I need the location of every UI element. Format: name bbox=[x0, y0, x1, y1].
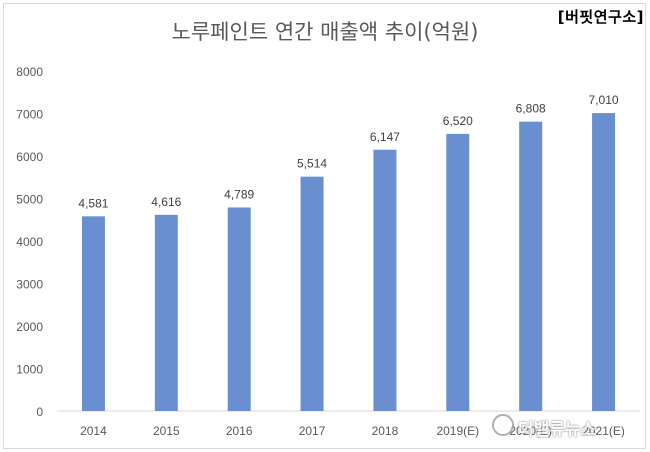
x-tick-label: 2017 bbox=[299, 424, 326, 438]
bar bbox=[154, 214, 178, 411]
data-label: 5,514 bbox=[297, 157, 327, 171]
data-label: 6,147 bbox=[370, 130, 400, 144]
bar bbox=[446, 133, 470, 411]
y-tick-label: 8000 bbox=[16, 65, 43, 79]
bar bbox=[300, 176, 324, 411]
chart-title: 노루페인트 연간 매출액 추이(억원) bbox=[171, 20, 479, 44]
bar bbox=[592, 113, 616, 411]
watermark: 더밸류뉴스 bbox=[488, 410, 646, 444]
y-tick-label: 2000 bbox=[16, 320, 43, 334]
y-tick-label: 6000 bbox=[16, 150, 43, 164]
y-tick-label: 7000 bbox=[16, 108, 43, 122]
y-tick-label: 4000 bbox=[16, 235, 43, 249]
watermark-logo-icon bbox=[492, 414, 514, 436]
x-tick-label: 2021(E) bbox=[582, 424, 625, 438]
y-tick-label: 0 bbox=[36, 405, 43, 419]
data-label: 4,616 bbox=[151, 195, 181, 209]
y-tick-label: 3000 bbox=[16, 278, 43, 292]
data-label: 6,520 bbox=[443, 114, 473, 128]
x-tick-label: 2016 bbox=[226, 424, 253, 438]
x-tick-label: 2018 bbox=[372, 424, 399, 438]
y-tick-label: 5000 bbox=[16, 193, 43, 207]
bar bbox=[81, 216, 105, 411]
watermark-text: 더밸류뉴스 bbox=[518, 420, 597, 440]
bar bbox=[373, 149, 397, 411]
source-tag: [버핏연구소] bbox=[557, 8, 644, 26]
data-label: 7,010 bbox=[589, 93, 619, 107]
x-tick-label: 2014 bbox=[80, 424, 107, 438]
y-tick-label: 1000 bbox=[16, 363, 43, 377]
data-label: 6,808 bbox=[516, 102, 546, 116]
bar bbox=[519, 121, 543, 411]
x-tick-label: 2015 bbox=[153, 424, 180, 438]
bar bbox=[227, 207, 251, 411]
x-tick-label: 2020(E) bbox=[509, 424, 552, 438]
data-label: 4,581 bbox=[78, 196, 108, 210]
data-label: 4,789 bbox=[224, 187, 254, 201]
x-tick-label: 2019(E) bbox=[436, 424, 479, 438]
